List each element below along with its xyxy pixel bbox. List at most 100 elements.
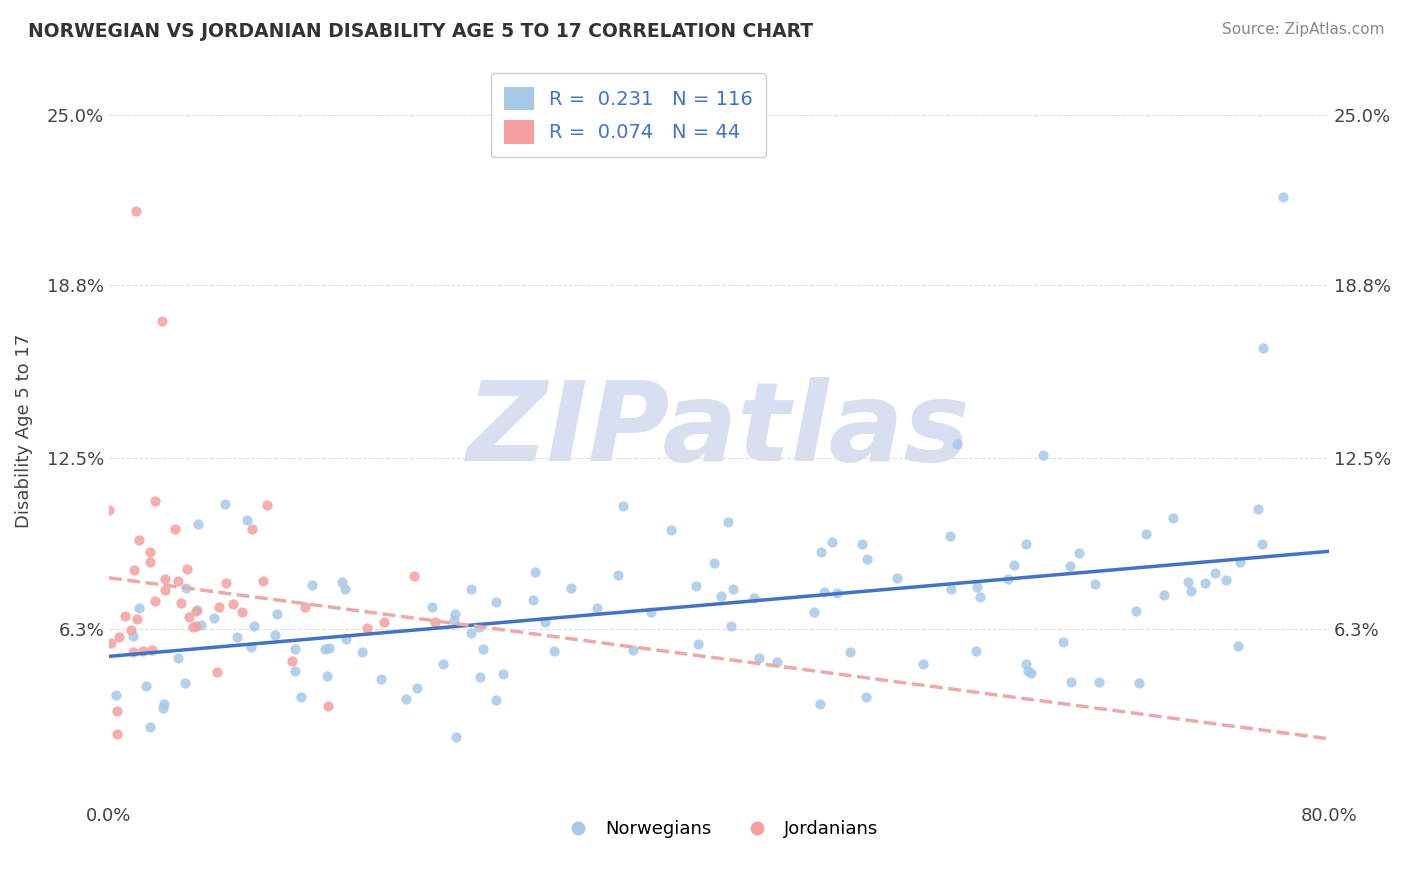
Point	[314, 642, 336, 657]
Point	[965, 644, 987, 658]
Point	[181, 620, 204, 634]
Point	[176, 581, 198, 595]
Point	[184, 619, 207, 633]
Point	[710, 589, 733, 603]
Point	[420, 600, 443, 615]
Point	[443, 614, 465, 628]
Point	[120, 624, 142, 638]
Point	[153, 572, 176, 586]
Point	[266, 607, 288, 621]
Point	[969, 591, 991, 605]
Point	[1177, 575, 1199, 590]
Point	[468, 670, 491, 684]
Point	[851, 537, 873, 551]
Y-axis label: Disability Age 5 to 17: Disability Age 5 to 17	[15, 334, 32, 528]
Point	[1226, 640, 1249, 654]
Point	[335, 632, 357, 647]
Point	[522, 593, 544, 607]
Point	[125, 203, 148, 218]
Point	[294, 600, 316, 615]
Point	[330, 575, 353, 590]
Point	[243, 619, 266, 633]
Point	[946, 436, 969, 450]
Point	[432, 657, 454, 672]
Point	[1125, 604, 1147, 618]
Point	[560, 582, 582, 596]
Point	[716, 515, 738, 529]
Point	[176, 562, 198, 576]
Point	[586, 601, 609, 615]
Point	[281, 654, 304, 668]
Point	[825, 586, 848, 600]
Point	[966, 580, 988, 594]
Point	[606, 568, 628, 582]
Point	[941, 582, 963, 596]
Point	[256, 498, 278, 512]
Point	[214, 497, 236, 511]
Point	[543, 644, 565, 658]
Point	[264, 628, 287, 642]
Point	[744, 591, 766, 606]
Point	[1002, 558, 1025, 572]
Point	[141, 642, 163, 657]
Point	[765, 655, 787, 669]
Point	[222, 597, 245, 611]
Point	[468, 620, 491, 634]
Point	[1215, 573, 1237, 587]
Point	[721, 582, 744, 596]
Point	[167, 651, 190, 665]
Point	[166, 574, 188, 589]
Point	[1015, 657, 1038, 672]
Point	[284, 665, 307, 679]
Point	[125, 612, 148, 626]
Point	[720, 619, 742, 633]
Point	[1161, 511, 1184, 525]
Point	[1251, 342, 1274, 356]
Point	[485, 693, 508, 707]
Point	[1153, 588, 1175, 602]
Point	[997, 572, 1019, 586]
Point	[1128, 676, 1150, 690]
Point	[169, 596, 191, 610]
Point	[1019, 666, 1042, 681]
Point	[533, 615, 555, 629]
Point	[640, 606, 662, 620]
Point	[1067, 546, 1090, 560]
Point	[316, 669, 339, 683]
Point	[810, 545, 832, 559]
Point	[460, 582, 482, 596]
Point	[659, 523, 682, 537]
Point	[104, 688, 127, 702]
Point	[373, 615, 395, 629]
Point	[820, 534, 842, 549]
Point	[350, 645, 373, 659]
Point	[143, 593, 166, 607]
Point	[163, 522, 186, 536]
Point	[621, 643, 644, 657]
Point	[153, 582, 176, 597]
Point	[122, 629, 145, 643]
Point	[139, 544, 162, 558]
Point	[207, 665, 229, 679]
Point	[856, 551, 879, 566]
Point	[132, 644, 155, 658]
Point	[100, 636, 122, 650]
Point	[1229, 556, 1251, 570]
Point	[491, 667, 513, 681]
Point	[186, 603, 208, 617]
Point	[703, 556, 725, 570]
Point	[808, 697, 831, 711]
Point	[105, 726, 128, 740]
Point	[460, 625, 482, 640]
Point	[813, 584, 835, 599]
Point	[686, 637, 709, 651]
Point	[911, 657, 934, 671]
Point	[524, 565, 547, 579]
Point	[446, 730, 468, 744]
Point	[124, 563, 146, 577]
Point	[184, 604, 207, 618]
Point	[98, 503, 121, 517]
Point	[1052, 634, 1074, 648]
Point	[855, 690, 877, 704]
Point	[1194, 576, 1216, 591]
